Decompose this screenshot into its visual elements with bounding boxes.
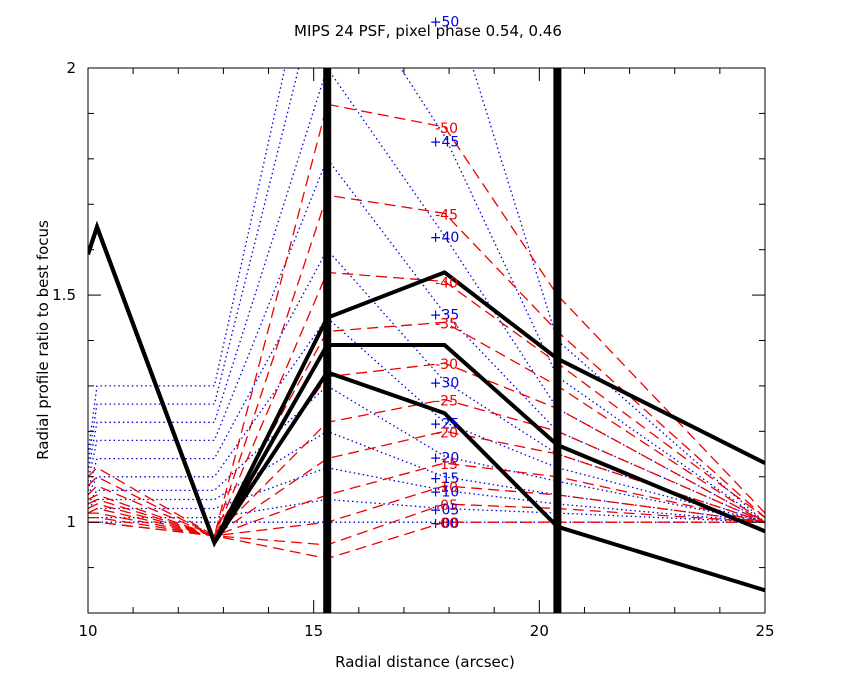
series-label: -15 [435, 457, 458, 473]
series-label: -00 [435, 516, 458, 532]
y-axis-label: Radial profile ratio to best focus [34, 220, 52, 460]
y-tick-label: 1.5 [52, 286, 76, 304]
series-label: +10 [430, 484, 460, 500]
plot-area: +50 +45 +40 +35 +30 +25 +20 +15+10 +05+00 -50 -45 -… [52, 14, 774, 640]
series-line [88, 157, 765, 523]
series-line [88, 68, 765, 523]
series-label: +35 [430, 307, 460, 323]
series-label: -30 [435, 357, 458, 373]
y-tick-label: 2 [66, 59, 76, 77]
series-line [88, 503, 765, 546]
series-line [88, 271, 765, 537]
series-label: +20 [430, 450, 460, 466]
series-line [88, 68, 765, 523]
series-line [88, 430, 765, 537]
y-tick-label: 1 [66, 513, 76, 531]
x-tick-label: 20 [530, 622, 549, 640]
series-label: +30 [430, 375, 460, 391]
data-lines [88, 68, 765, 613]
chart-title: MIPS 24 PSF, pixel phase 0.54, 0.46 [294, 22, 562, 40]
series-label: +40 [430, 230, 460, 246]
x-tick-label: 25 [755, 622, 774, 640]
series-label: +50 [430, 14, 460, 30]
series-label: +25 [430, 416, 460, 432]
series-label: -10 [435, 480, 458, 496]
series-label: -25 [435, 394, 458, 410]
series-line [88, 68, 765, 523]
series-label: +00 [430, 516, 460, 532]
series-label: -20 [435, 425, 458, 441]
series-label: +15 [430, 471, 460, 487]
series-label: +05 [430, 503, 460, 519]
series-label: -50 [435, 121, 458, 137]
series-label: -40 [435, 275, 458, 291]
x-tick-label: 10 [78, 622, 97, 640]
x-tick-label: 15 [304, 622, 323, 640]
series-label: -35 [435, 316, 458, 332]
x-axis-label: Radial distance (arcsec) [335, 653, 515, 671]
series-line [88, 321, 765, 537]
series-label: -45 [435, 207, 458, 223]
series-label: +45 [430, 135, 460, 151]
series-label: -05 [435, 498, 458, 514]
